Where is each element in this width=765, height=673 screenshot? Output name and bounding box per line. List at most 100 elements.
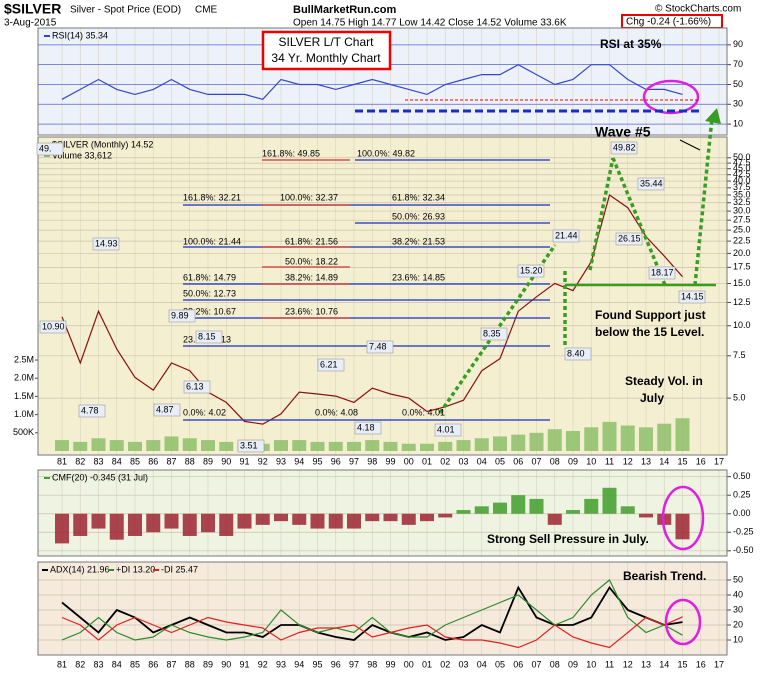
- price-callout-box: [366, 340, 394, 354]
- x-tick-label: 83: [93, 456, 103, 466]
- bar: [73, 513, 88, 536]
- adx-note: Bearish Trend.: [623, 569, 706, 583]
- x-tick-label: 96: [331, 659, 341, 669]
- x-tick-label: 16: [696, 456, 706, 466]
- price-callout-box: [648, 266, 676, 280]
- y-tick-label: 35.0: [733, 189, 751, 199]
- volume-bar: [328, 441, 343, 451]
- bar: [474, 506, 489, 514]
- bar: [584, 498, 599, 514]
- price-callout: 4.18: [357, 422, 375, 432]
- x-tick-label: 06: [513, 456, 523, 466]
- x-tick-label: 15: [677, 456, 687, 466]
- volume-bar: [347, 441, 361, 451]
- legend-label: Volume 33,612: [52, 150, 112, 160]
- price-callout-box: [168, 309, 196, 323]
- series-line: [61, 64, 683, 100]
- x-tick-label: 91: [239, 659, 249, 669]
- y-tick-label: 10: [733, 634, 743, 644]
- highlight: [661, 485, 705, 551]
- fib-label: 161.8%: 32.21: [183, 192, 241, 202]
- volume-bar: [182, 438, 197, 451]
- price-callout: 14.93: [95, 238, 118, 248]
- x-tick-label: 15: [677, 659, 687, 669]
- x-tick-label: 11: [605, 659, 614, 669]
- fib-label: 50.0%: 26.93: [392, 211, 445, 221]
- volume-bar: [201, 440, 215, 451]
- price-callout-box: [183, 380, 211, 394]
- fib-label: 61.8%: 21.56: [285, 236, 338, 246]
- panel-frame: [37, 27, 728, 136]
- bar: [91, 513, 106, 529]
- x-tick-label: 05: [495, 456, 505, 466]
- volume-bar: [274, 440, 288, 451]
- volume-bar: [493, 436, 507, 451]
- y-tick-label: 30: [733, 99, 743, 109]
- bar: [511, 495, 526, 514]
- fib-label: 23.6%: 10.76: [285, 306, 338, 316]
- x-tick-label: 07: [531, 456, 541, 466]
- x-tick-label: 88: [185, 659, 195, 669]
- x-tick-label: 83: [93, 659, 103, 669]
- volume-bar: [365, 440, 380, 451]
- change: Chg -0.24 (-1.66%): [626, 17, 711, 28]
- panel-background: [37, 136, 728, 456]
- bar: [310, 513, 325, 529]
- price-callout-box: [564, 347, 592, 361]
- y-tick-label: 22.5: [733, 235, 751, 245]
- x-tick-label: 84: [112, 456, 122, 466]
- x-tick-label: 12: [623, 456, 633, 466]
- volume-bar: [164, 436, 179, 451]
- price-callout: 8.35: [483, 328, 501, 338]
- highlight: [664, 598, 702, 646]
- panel-frame: [37, 469, 728, 557]
- panel-background: [37, 561, 728, 656]
- fib-label: 38.2%: 10.67: [183, 306, 236, 316]
- bar: [182, 513, 197, 536]
- x-tick-label: 87: [166, 456, 176, 466]
- volume-bar: [675, 418, 690, 451]
- volume-bar: [55, 440, 69, 451]
- x-tick-label: 87: [166, 659, 176, 669]
- y-tick-label: 15.0: [733, 278, 751, 288]
- x-tick-label: 01: [422, 456, 432, 466]
- y-tick-label: 27.5: [733, 215, 751, 225]
- y-tick-label: 70: [733, 59, 743, 69]
- bar: [602, 487, 617, 514]
- volume-bar: [310, 441, 325, 451]
- price-callout-box: [195, 330, 223, 344]
- x-tick-label: 06: [513, 659, 523, 669]
- bar: [347, 513, 361, 529]
- x-tick-label: 98: [367, 659, 377, 669]
- y-tick-label: 17.5: [733, 262, 751, 272]
- volume-bar: [91, 438, 106, 451]
- fib-label: 100.0%: 32.37: [280, 192, 338, 202]
- bar: [109, 513, 124, 540]
- commentary: July: [640, 391, 664, 405]
- legend-label: +DI 13.20: [116, 564, 155, 574]
- x-tick-label: 07: [531, 659, 541, 669]
- y2-tick-label: 1.0M: [14, 409, 34, 419]
- series-line: [61, 616, 683, 649]
- price-callout: 4.01: [437, 424, 455, 434]
- series-line: [61, 194, 683, 425]
- price-callout: 7.48: [369, 341, 387, 351]
- bar: [292, 513, 307, 525]
- pointer-line: [679, 139, 701, 151]
- volume-bar: [657, 423, 672, 451]
- volume-bar: [456, 440, 471, 451]
- fib-label: 161.8%: 49.85: [262, 148, 320, 158]
- price-callout-box: [153, 403, 181, 417]
- y-tick-label: 47.5: [733, 157, 751, 167]
- volume-bar: [602, 421, 617, 451]
- fib-label: 38.2%: 14.89: [285, 272, 338, 282]
- volume-bar: [73, 441, 88, 451]
- fib-label: 0.0%: 4.01: [402, 407, 445, 417]
- price-callout: 18.17: [651, 267, 674, 277]
- price-callout: 6.13: [186, 381, 204, 391]
- rsi-note: 34 Yr. Monthly Chart: [271, 51, 381, 65]
- price-callout: 15.20: [520, 265, 543, 275]
- x-tick-label: 82: [75, 659, 85, 669]
- commentary: below the 15 Level.: [595, 325, 704, 339]
